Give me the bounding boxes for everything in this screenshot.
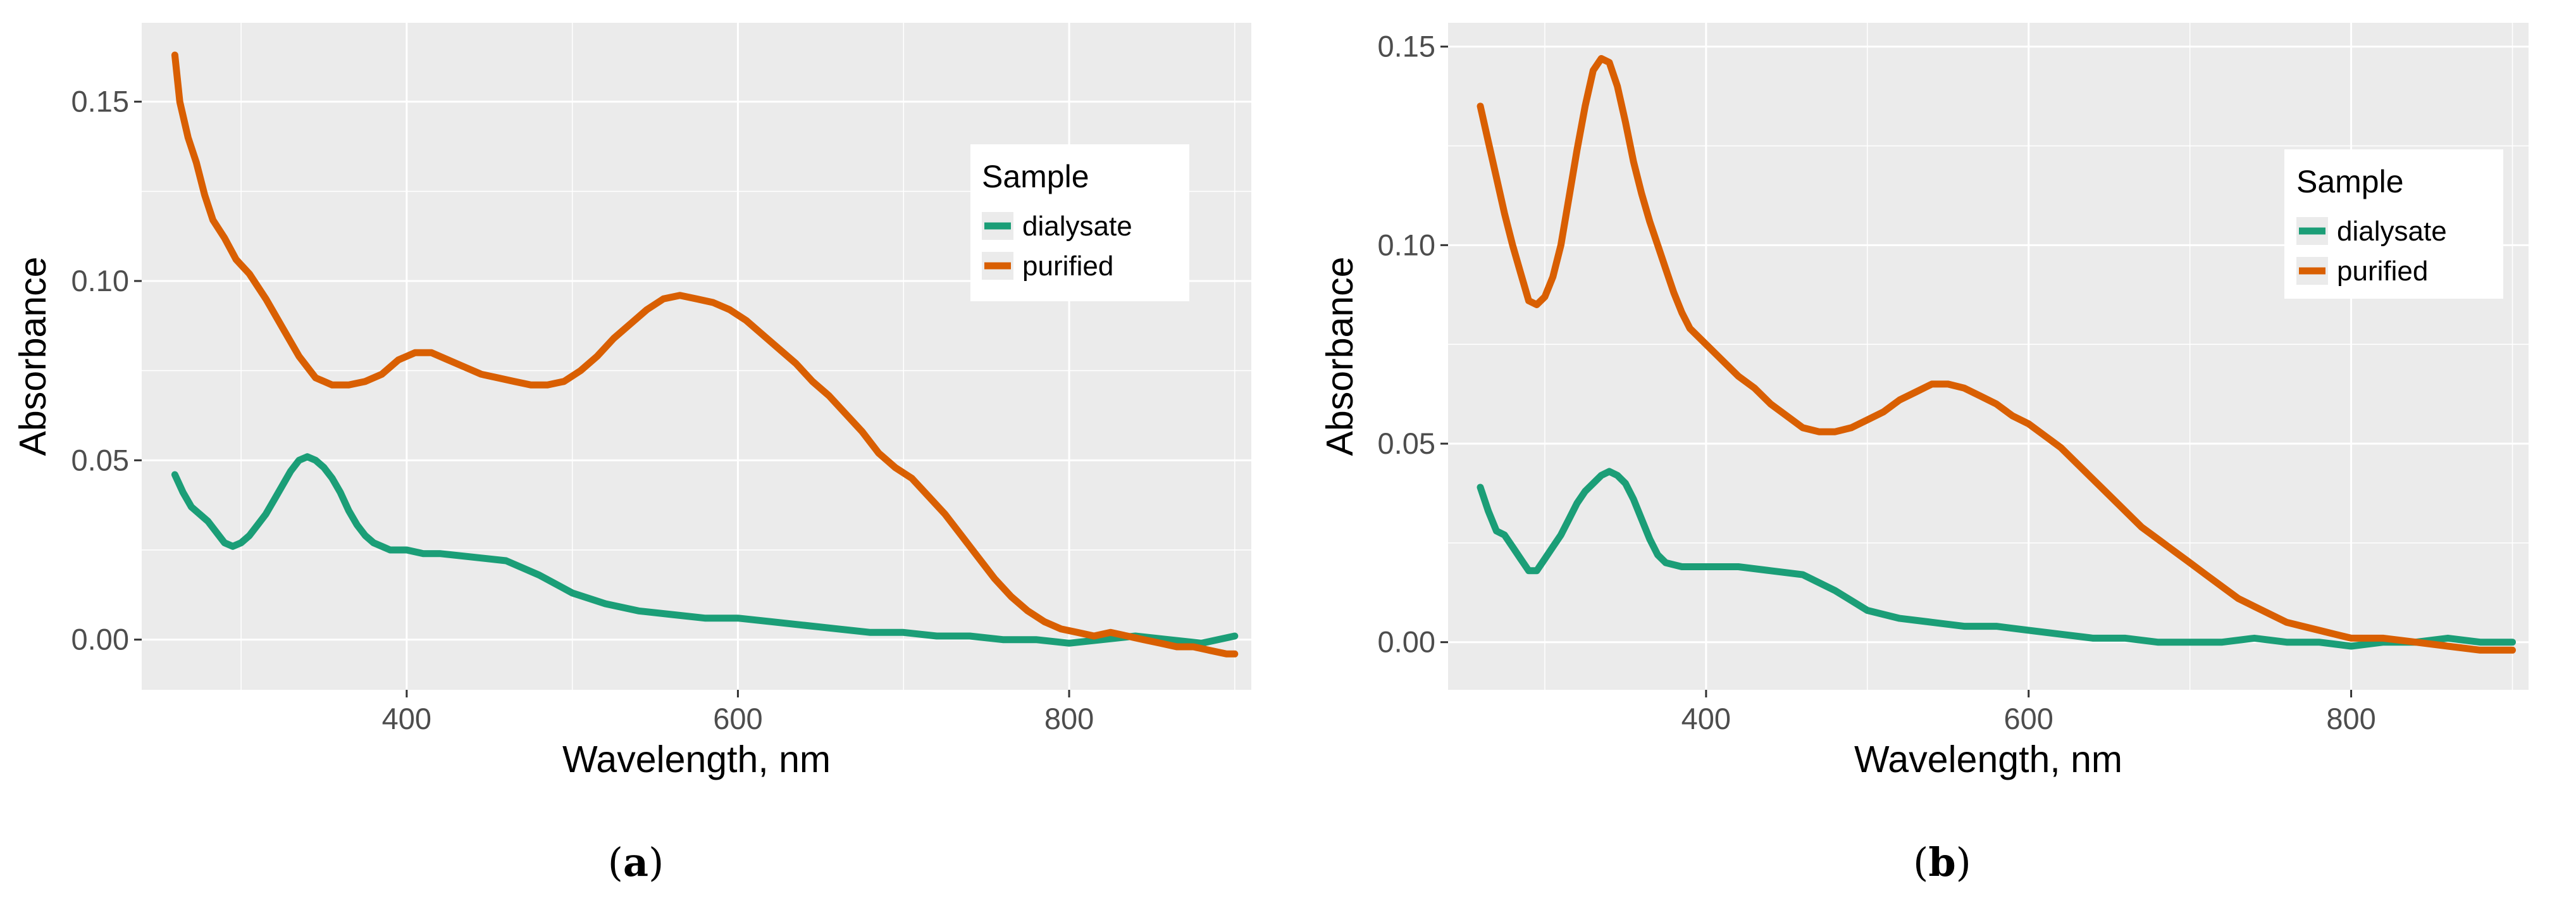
y-tick-label: 0.00 xyxy=(1378,625,1435,659)
legend-label-purified: purified xyxy=(2337,256,2428,287)
legend: Sample dialysate purified xyxy=(970,144,1189,301)
y-tick-label: 0.10 xyxy=(1378,228,1435,261)
legend-title: Sample xyxy=(2296,164,2404,199)
y-axis-title: Absorbance xyxy=(1319,257,1361,456)
panel-a: 400 600 800 0.00 0.05 0.10 0.15 Wavelength, nm… xyxy=(12,23,1251,885)
panel-b: 400 600 800 0.00 0.05 0.10 0.15 Wavelength, nm… xyxy=(1319,23,2529,885)
x-tick-label: 600 xyxy=(713,702,762,735)
x-tick-label: 600 xyxy=(2004,702,2053,735)
series-line-dialysate xyxy=(1477,468,2516,650)
y-tick-label: 0.15 xyxy=(71,85,129,118)
panel-caption-a: (a) xyxy=(608,839,664,885)
y-tick-label: 0.15 xyxy=(1378,30,1435,63)
series-line-dialysate xyxy=(171,453,1239,647)
legend: Sample dialysate purified xyxy=(2284,149,2503,299)
axes: 400 600 800 0.00 0.05 0.10 0.15 xyxy=(1378,30,2376,735)
legend-title: Sample xyxy=(982,159,1089,194)
x-tick-label: 800 xyxy=(1044,702,1094,735)
panel-caption-b: (b) xyxy=(1913,839,1971,885)
series-line-purified xyxy=(1477,55,2516,654)
legend-label-purified: purified xyxy=(1022,251,1113,282)
x-axis-title: Wavelength, nm xyxy=(562,739,831,780)
x-axis-title: Wavelength, nm xyxy=(1854,739,2122,780)
y-tick-label: 0.05 xyxy=(1378,427,1435,460)
series-lines xyxy=(171,51,1239,658)
y-tick-label: 0.05 xyxy=(71,443,129,477)
legend-label-dialysate: dialysate xyxy=(2337,216,2447,247)
x-tick-label: 800 xyxy=(2326,702,2375,735)
x-tick-label: 400 xyxy=(382,702,431,735)
axes: 400 600 800 0.00 0.05 0.10 0.15 xyxy=(71,85,1094,735)
plot-background xyxy=(1448,23,2529,690)
series-line-purified xyxy=(171,51,1239,658)
y-tick-label: 0.00 xyxy=(71,623,129,656)
plot-background xyxy=(142,23,1251,690)
legend-label-dialysate: dialysate xyxy=(1022,211,1132,242)
y-axis-title: Absorbance xyxy=(12,257,54,456)
x-tick-label: 400 xyxy=(1681,702,1731,735)
series-lines xyxy=(1477,55,2516,654)
y-tick-label: 0.10 xyxy=(71,264,129,297)
